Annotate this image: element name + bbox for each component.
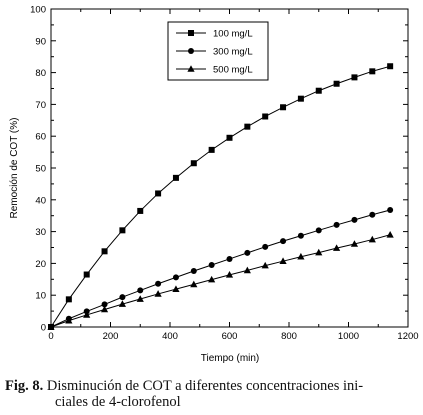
data-point-circle: [190, 268, 197, 275]
y-tick-label: 20: [35, 259, 46, 270]
data-point-circle: [208, 261, 215, 268]
y-tick-label: 0: [41, 323, 46, 334]
data-point-square: [208, 146, 215, 153]
data-point-circle: [155, 280, 162, 287]
y-tick-label: 90: [35, 36, 46, 47]
y-tick-label: 50: [35, 164, 46, 175]
data-point-triangle: [208, 275, 216, 283]
series-square: [48, 63, 394, 330]
y-tick-label: 100: [30, 5, 46, 16]
data-point-circle: [137, 287, 144, 294]
x-axis-label: Tiempo (min): [201, 353, 260, 364]
data-point-triangle: [154, 290, 162, 297]
data-point-triangle: [47, 323, 55, 330]
data-point-circle: [315, 227, 322, 234]
caption-text-line1: Disminución de COT a diferentes concentr…: [46, 378, 364, 394]
legend-marker-triangle: [187, 65, 195, 72]
data-point-circle: [172, 274, 179, 281]
data-point-triangle: [190, 280, 198, 288]
data-point-square: [190, 160, 197, 167]
data-point-circle: [297, 232, 304, 239]
data-point-triangle: [350, 240, 359, 247]
data-point-circle: [101, 301, 108, 308]
data-point-square: [369, 68, 376, 75]
series-circle: [48, 206, 394, 330]
legend-label: 500 mg/L: [213, 65, 253, 76]
chart: 0 200 400 600 800 1000 1200 0 10 20 30 40 50 60 70 80 90…: [9, 5, 419, 365]
data-point-triangle: [225, 271, 234, 278]
legend-label: 100 mg/L: [213, 29, 253, 40]
data-point-square: [351, 74, 358, 81]
legend-label: 300 mg/L: [213, 47, 253, 58]
data-point-triangle: [297, 252, 305, 260]
data-point-triangle: [279, 257, 287, 264]
data-point-triangle: [333, 244, 341, 251]
y-tick-label: 80: [35, 68, 46, 79]
data-point-square: [387, 63, 394, 70]
data-point-square: [172, 174, 179, 181]
data-point-circle: [262, 243, 269, 250]
data-point-circle: [119, 294, 126, 301]
data-point-triangle: [118, 300, 126, 307]
legend: 100 mg/L 300 mg/L 500 mg/L: [167, 21, 269, 81]
data-point-triangle: [243, 266, 251, 274]
data-point-square: [297, 95, 304, 102]
x-tick-label: 600: [222, 331, 238, 342]
data-point-circle: [369, 211, 376, 218]
data-point-square: [83, 271, 90, 278]
x-tick-label: 800: [281, 331, 297, 342]
y-tick-label: 40: [35, 195, 46, 206]
data-point-square: [101, 248, 108, 255]
y-tick-label: 70: [35, 100, 46, 111]
data-point-square: [226, 134, 233, 141]
x-tick-label: 1000: [338, 331, 359, 342]
series-line: [50, 65, 391, 328]
legend-marker-square: [188, 30, 194, 36]
data-point-circle: [333, 221, 340, 228]
data-point-square: [65, 296, 72, 303]
data-point-triangle: [83, 311, 91, 318]
data-point-square: [119, 227, 126, 234]
y-tick-label: 60: [35, 132, 46, 143]
data-point-triangle: [261, 261, 269, 269]
data-point-triangle: [172, 285, 180, 292]
x-tick-label: 1200: [397, 331, 418, 342]
data-point-circle: [226, 255, 233, 262]
series-line: [50, 234, 391, 328]
x-tick-label: 0: [48, 331, 53, 342]
caption-text-line2: ciales de 4-clorofenol: [55, 394, 181, 410]
data-point-circle: [387, 206, 394, 213]
series-triangle: [47, 230, 394, 330]
caption-label: Fig. 8.: [5, 378, 44, 394]
data-point-triangle: [65, 316, 73, 324]
axes: 0 200 400 600 800 1000 1200 0 10 20 30 40 50 60 70 80 90…: [30, 5, 418, 343]
data-point-square: [137, 207, 144, 214]
data-point-triangle: [100, 305, 109, 313]
x-tick-label: 400: [162, 331, 178, 342]
data-point-circle: [244, 249, 251, 256]
data-point-circle: [280, 238, 287, 245]
y-axis-label: Remoción de COT (%): [9, 118, 20, 219]
data-point-square: [280, 104, 287, 111]
legend-marker-circle: [188, 48, 194, 54]
series-group: [47, 63, 394, 330]
data-point-triangle: [368, 235, 376, 243]
y-tick-label: 10: [35, 291, 46, 302]
data-point-triangle: [136, 295, 144, 302]
data-point-square: [262, 113, 269, 120]
data-point-triangle: [386, 230, 394, 238]
data-point-square: [333, 80, 340, 87]
data-point-square: [155, 190, 162, 197]
data-point-square: [244, 123, 251, 130]
data-point-triangle: [315, 248, 323, 256]
figure-caption: Fig. 8. Disminución de COT a diferentes …: [5, 378, 415, 410]
y-tick-label: 30: [35, 227, 46, 238]
x-tick-label: 200: [103, 331, 119, 342]
series-line: [50, 209, 391, 328]
data-point-square: [315, 87, 322, 94]
data-point-circle: [351, 216, 358, 223]
